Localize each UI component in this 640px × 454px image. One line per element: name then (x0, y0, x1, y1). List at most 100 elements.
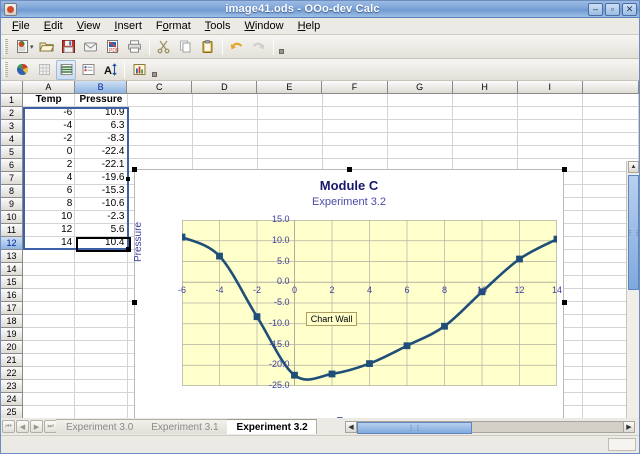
menu-insert[interactable]: Insert (114, 20, 142, 32)
chart-data-table-icon[interactable] (34, 60, 54, 80)
chart-object[interactable]: Module C Experiment 3.2 Pressure Temp 15… (132, 167, 567, 418)
row-header-8[interactable]: 8 (1, 185, 23, 198)
cell-D5[interactable] (192, 146, 258, 159)
cell-B24[interactable] (75, 393, 128, 406)
cell-A8[interactable]: 6 (23, 185, 76, 198)
cell-D1[interactable] (192, 94, 258, 107)
row-header-17[interactable]: 17 (1, 302, 23, 315)
cell-G3[interactable] (387, 120, 453, 133)
cell-F1[interactable] (322, 94, 388, 107)
cell-B20[interactable] (75, 341, 128, 354)
row-header-2[interactable]: 2 (1, 107, 23, 120)
cell-I4[interactable] (517, 133, 583, 146)
horizontal-grids-icon[interactable] (56, 59, 76, 80)
menu-format[interactable]: Format (155, 20, 191, 32)
menu-help[interactable]: Help (297, 20, 321, 32)
vertical-scroll-thumb[interactable]: ⋮⋮ (627, 175, 639, 290)
toolbar-overflow-icon[interactable] (277, 40, 286, 54)
cell-B13[interactable] (75, 250, 128, 263)
resize-handle-w[interactable] (132, 300, 137, 305)
data-point-marker[interactable] (478, 288, 486, 296)
cell-B8[interactable]: -15.3 (75, 185, 128, 198)
resize-handle-ne[interactable] (562, 167, 567, 172)
chart-subtitle[interactable]: Experiment 3.2 (312, 196, 386, 208)
prev-sheet-button[interactable]: ◀ (16, 420, 29, 433)
cut-icon[interactable] (154, 37, 174, 57)
sheet-tab-experiment-30[interactable]: Experiment 3.0 (56, 419, 143, 434)
cell-A7[interactable]: 4 (23, 172, 76, 185)
cell-H4[interactable] (452, 133, 518, 146)
row-header-11[interactable]: 11 (1, 224, 23, 237)
cell-B11[interactable]: 5.6 (75, 224, 128, 237)
cell-B17[interactable] (75, 302, 128, 315)
horizontal-scroll-track[interactable]: ⋮⋮ (357, 420, 623, 434)
undo-icon[interactable] (227, 37, 247, 57)
data-point-marker[interactable] (328, 370, 336, 378)
column-header-i[interactable]: I (517, 81, 583, 94)
cell-B3[interactable]: 6.3 (75, 120, 128, 133)
redo-icon[interactable] (249, 37, 269, 57)
row-header-13[interactable]: 13 (1, 250, 23, 263)
cell-B25[interactable] (75, 406, 128, 418)
maximize-button[interactable]: ▫ (605, 2, 620, 16)
menu-tools[interactable]: Tools (204, 20, 231, 32)
data-point-marker[interactable] (291, 371, 298, 379)
data-point-marker[interactable] (553, 235, 557, 243)
column-header-f[interactable]: F (322, 81, 388, 94)
cell-H5[interactable] (452, 146, 518, 159)
cell-D4[interactable] (192, 133, 258, 146)
scale-text-icon[interactable]: A (100, 60, 120, 80)
cell-A4[interactable]: -2 (23, 133, 76, 146)
spreadsheet-grid[interactable]: A B C D E F G H I 1 2 3 4 5 6 7 8 9 10 11 12 13 14 15 1… (1, 81, 639, 418)
cell-C5[interactable] (127, 146, 193, 159)
cell-B19[interactable] (75, 328, 128, 341)
cell-A3[interactable]: -4 (23, 120, 76, 133)
column-header-j[interactable] (582, 81, 639, 94)
row-header-20[interactable]: 20 (1, 341, 23, 354)
cell-J1[interactable] (582, 94, 639, 107)
row-header-1[interactable]: 1 (1, 94, 23, 107)
print-document-icon[interactable] (125, 37, 145, 57)
horizontal-scroll-thumb[interactable]: ⋮⋮ (357, 421, 472, 434)
data-point-marker[interactable] (366, 360, 373, 367)
resize-handle-nw[interactable] (132, 167, 137, 172)
cell-G5[interactable] (387, 146, 453, 159)
cell-F3[interactable] (322, 120, 388, 133)
cell-B1[interactable]: Pressure (75, 94, 128, 107)
chart-title[interactable]: Module C (319, 178, 379, 193)
cell-H1[interactable] (452, 94, 518, 107)
row-header-25[interactable]: 25 (1, 406, 23, 418)
cell-C1[interactable] (127, 94, 193, 107)
cell-C3[interactable] (127, 120, 193, 133)
column-header-g[interactable]: G (387, 81, 453, 94)
scroll-up-button[interactable]: ▲ (628, 161, 639, 173)
cell-B10[interactable]: -2.3 (75, 211, 128, 224)
close-button[interactable]: ✕ (622, 2, 637, 16)
cell-A22[interactable] (23, 367, 76, 380)
row-header-19[interactable]: 19 (1, 328, 23, 341)
scroll-left-button[interactable]: ◀ (345, 420, 357, 433)
scroll-right-button[interactable]: ▶ (623, 420, 635, 433)
new-document-dropdown-icon[interactable]: ▾ (30, 43, 34, 51)
horizontal-scrollbar[interactable]: ◀ ⋮⋮ ▶ (345, 420, 635, 434)
table-row[interactable]: -2 -8.3 (23, 133, 639, 146)
cell-A13[interactable] (23, 250, 76, 263)
toolbar-grip[interactable] (4, 61, 8, 78)
save-document-icon[interactable] (59, 37, 79, 57)
cell-B18[interactable] (75, 315, 128, 328)
paste-icon[interactable] (198, 37, 218, 57)
resize-handle-e[interactable] (562, 300, 567, 305)
cell-B15[interactable] (75, 276, 128, 289)
cell-B22[interactable] (75, 367, 128, 380)
cell-A21[interactable] (23, 354, 76, 367)
cell-A24[interactable] (23, 393, 76, 406)
toolbar-overflow-icon[interactable] (150, 63, 159, 77)
cell-E5[interactable] (257, 146, 323, 159)
row-header-15[interactable]: 15 (1, 276, 23, 289)
cell-B4[interactable]: -8.3 (75, 133, 128, 146)
cell-B12[interactable]: 10.4 (75, 237, 128, 250)
copy-icon[interactable] (176, 37, 196, 57)
column-header-h[interactable]: H (452, 81, 518, 94)
cell-A12[interactable]: 14 (23, 237, 76, 250)
cell-I5[interactable] (517, 146, 583, 159)
